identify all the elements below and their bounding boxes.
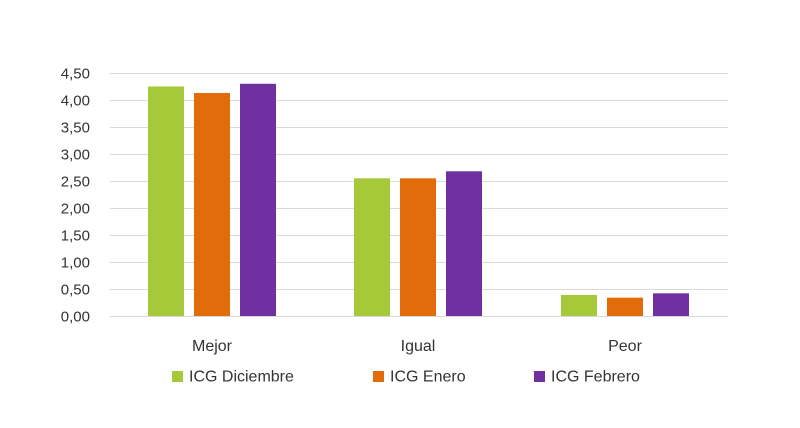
y-tick-label: 0,00 bbox=[61, 309, 90, 326]
legend-label: ICG Diciembre bbox=[189, 369, 294, 386]
bar-mejor-icg-diciembre bbox=[148, 86, 184, 316]
legend-label: ICG Enero bbox=[390, 369, 466, 386]
bar-igual-icg-febrero bbox=[446, 171, 482, 316]
y-tick-label: 4,50 bbox=[61, 66, 90, 83]
x-tick-label: Mejor bbox=[192, 338, 233, 355]
legend-swatch bbox=[534, 371, 545, 382]
bar-peor-icg-febrero bbox=[653, 293, 689, 316]
bar-igual-icg-diciembre bbox=[354, 178, 390, 316]
x-tick-label: Igual bbox=[401, 338, 436, 355]
y-tick-label: 1,00 bbox=[61, 255, 90, 272]
y-tick-label: 3,50 bbox=[61, 120, 90, 137]
legend-swatch bbox=[172, 371, 183, 382]
bar-peor-icg-enero bbox=[607, 297, 643, 316]
bar-mejor-icg-enero bbox=[194, 92, 230, 316]
bars bbox=[148, 83, 689, 316]
y-tick-label: 1,50 bbox=[61, 228, 90, 245]
legend: ICG Diciembre ICG Enero ICG Febrero bbox=[172, 369, 640, 386]
y-tick-label: 2,50 bbox=[61, 174, 90, 191]
legend-swatch bbox=[373, 371, 384, 382]
y-tick-label: 2,00 bbox=[61, 201, 90, 218]
bar-igual-icg-enero bbox=[400, 178, 436, 316]
x-tick-label: Peor bbox=[608, 338, 642, 355]
legend-item: ICG Febrero bbox=[534, 369, 640, 386]
y-axis-ticks: 0,00 0,50 1,00 1,50 2,00 2,50 3,00 3,50 4,00 4,50 bbox=[61, 66, 90, 326]
y-tick-label: 3,00 bbox=[61, 147, 90, 164]
y-tick-label: 4,00 bbox=[61, 93, 90, 110]
bar-peor-icg-diciembre bbox=[561, 294, 597, 316]
legend-label: ICG Febrero bbox=[551, 369, 640, 386]
x-axis-ticks: Mejor Igual Peor bbox=[192, 338, 643, 355]
bar-mejor-icg-febrero bbox=[240, 83, 276, 316]
legend-item: ICG Diciembre bbox=[172, 369, 294, 386]
y-tick-label: 0,50 bbox=[61, 282, 90, 299]
legend-item: ICG Enero bbox=[373, 369, 466, 386]
